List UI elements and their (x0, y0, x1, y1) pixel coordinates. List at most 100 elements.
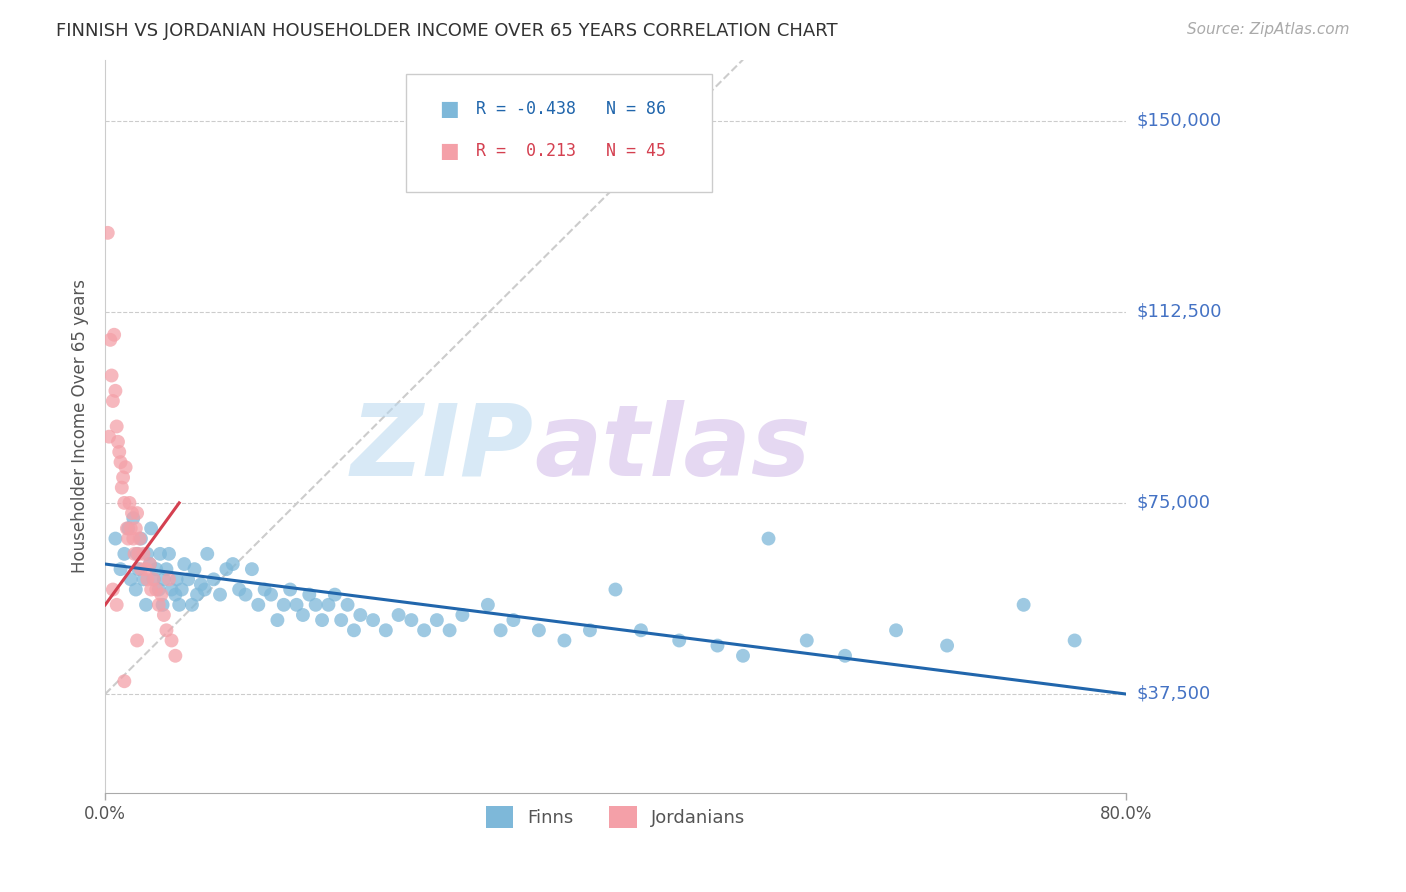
Point (202, 572, 225, 586)
Point (260, 588, 283, 602)
Point (148, 582, 170, 597)
Point (266, 613, 288, 627)
Point (579, 624, 602, 638)
Text: R =  0.213   N = 45: R = 0.213 N = 45 (475, 143, 665, 161)
Text: R = -0.438   N = 86: R = -0.438 N = 86 (475, 101, 665, 119)
Point (129, 562, 152, 576)
Point (630, 624, 652, 638)
Point (122, 511, 145, 525)
Point (110, 455, 132, 469)
Point (194, 582, 217, 597)
Point (387, 607, 409, 622)
Point (173, 557, 195, 571)
Point (112, 470, 135, 484)
Point (489, 624, 512, 638)
Text: Source: ZipAtlas.com: Source: ZipAtlas.com (1187, 22, 1350, 37)
Point (100, 368, 122, 383)
Point (170, 582, 193, 597)
Point (139, 521, 162, 535)
Text: $37,500: $37,500 (1137, 685, 1211, 703)
Point (477, 598, 499, 612)
Point (884, 624, 907, 638)
Point (103, 327, 125, 342)
Point (149, 547, 172, 561)
Point (124, 547, 146, 561)
Point (125, 582, 148, 597)
Text: $150,000: $150,000 (1137, 112, 1222, 129)
Point (112, 674, 135, 689)
Point (157, 572, 180, 586)
Point (112, 547, 135, 561)
Point (128, 532, 150, 546)
Point (118, 496, 141, 510)
Point (439, 624, 461, 638)
Point (1063, 633, 1085, 648)
Point (228, 582, 250, 597)
Point (343, 624, 366, 638)
Point (127, 633, 149, 648)
Point (235, 588, 257, 602)
Point (136, 547, 159, 561)
Point (247, 598, 270, 612)
Text: ZIP: ZIP (352, 400, 534, 497)
Point (796, 633, 818, 648)
Point (190, 577, 212, 591)
Point (112, 496, 135, 510)
Point (153, 572, 176, 586)
Point (125, 521, 148, 535)
Point (110, 562, 132, 576)
Point (115, 521, 138, 535)
Point (127, 562, 149, 576)
Text: ■: ■ (439, 141, 458, 161)
Point (129, 532, 152, 546)
Point (167, 598, 190, 612)
Point (105, 419, 128, 434)
Point (150, 588, 173, 602)
Point (139, 557, 162, 571)
Point (336, 598, 359, 612)
Point (139, 557, 162, 571)
Point (155, 562, 177, 576)
Legend: Finns, Jordanians: Finns, Jordanians (478, 799, 752, 836)
Point (527, 624, 550, 638)
Point (145, 582, 167, 597)
Point (758, 532, 780, 546)
Point (148, 598, 170, 612)
Point (104, 532, 127, 546)
Point (108, 445, 131, 459)
Point (139, 582, 162, 597)
Point (135, 562, 157, 576)
Point (278, 582, 301, 597)
Point (186, 588, 208, 602)
Point (361, 613, 384, 627)
Point (117, 521, 139, 535)
Point (731, 648, 754, 663)
Point (215, 562, 238, 576)
Point (195, 547, 218, 561)
Point (401, 613, 423, 627)
Point (111, 481, 134, 495)
Point (120, 572, 142, 586)
Point (101, 394, 124, 409)
Point (374, 624, 396, 638)
Point (98, 333, 121, 347)
Point (291, 607, 314, 622)
Y-axis label: Householder Income Over 65 years: Householder Income Over 65 years (72, 279, 89, 574)
Point (273, 598, 295, 612)
Point (114, 460, 136, 475)
Point (127, 506, 149, 520)
Text: atlas: atlas (534, 400, 810, 497)
Point (105, 598, 128, 612)
Point (142, 572, 165, 586)
Point (127, 547, 149, 561)
Point (426, 613, 449, 627)
Point (135, 598, 157, 612)
Point (706, 639, 728, 653)
Point (153, 607, 176, 622)
Point (605, 582, 627, 597)
Point (98, 430, 121, 444)
Point (104, 384, 127, 398)
Point (253, 582, 276, 597)
Point (451, 607, 474, 622)
Point (285, 598, 308, 612)
